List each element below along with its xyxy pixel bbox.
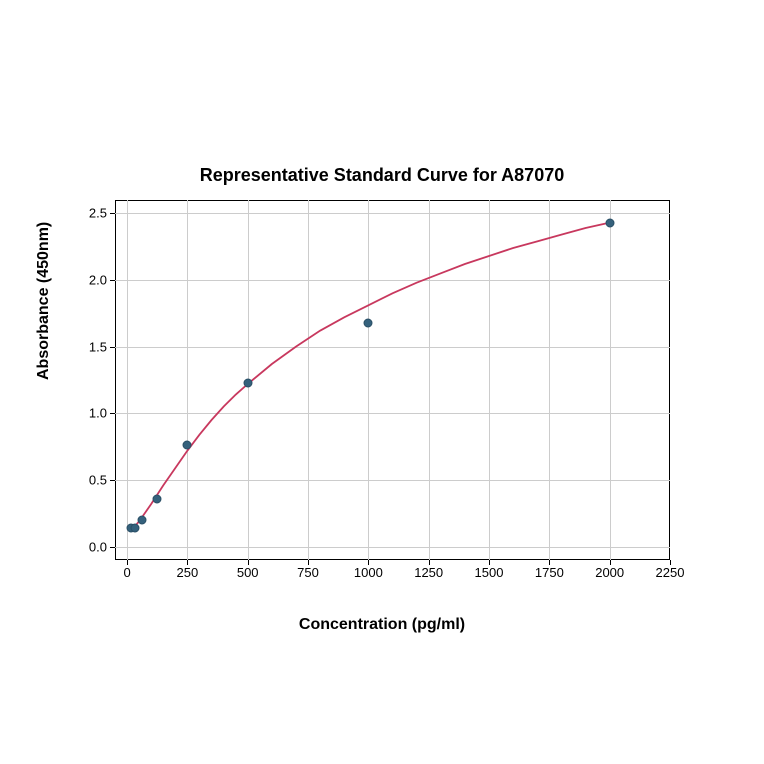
x-tick-label: 1250 — [414, 565, 443, 580]
curve-layer — [115, 200, 670, 560]
data-point — [153, 494, 162, 503]
y-tick-mark — [110, 280, 115, 281]
x-tick-label: 0 — [123, 565, 130, 580]
data-point — [183, 441, 192, 450]
standard-curve-line — [131, 223, 610, 531]
y-tick-label: 1.5 — [67, 339, 107, 354]
y-tick-mark — [110, 213, 115, 214]
data-point — [243, 378, 252, 387]
y-axis-label: Absorbance (450nm) — [35, 222, 53, 380]
y-tick-mark — [110, 547, 115, 548]
x-tick-label: 2000 — [595, 565, 624, 580]
x-tick-label: 250 — [177, 565, 199, 580]
y-tick-mark — [110, 413, 115, 414]
x-tick-label: 1500 — [475, 565, 504, 580]
x-tick-label: 2250 — [656, 565, 685, 580]
x-tick-label: 1000 — [354, 565, 383, 580]
data-point — [138, 516, 147, 525]
x-axis-label: Concentration (pg/ml) — [0, 616, 764, 634]
y-tick-label: 0.0 — [67, 539, 107, 554]
y-tick-label: 1.0 — [67, 406, 107, 421]
data-point — [130, 524, 139, 533]
y-tick-mark — [110, 480, 115, 481]
x-tick-label: 500 — [237, 565, 259, 580]
chart-title: Representative Standard Curve for A87070 — [0, 165, 764, 186]
y-tick-mark — [110, 347, 115, 348]
x-tick-label: 1750 — [535, 565, 564, 580]
plot-area — [115, 200, 670, 560]
x-tick-label: 750 — [297, 565, 319, 580]
data-point — [364, 318, 373, 327]
data-point — [605, 218, 614, 227]
y-tick-label: 2.0 — [67, 273, 107, 288]
figure-container: Representative Standard Curve for A87070… — [0, 0, 764, 764]
y-tick-label: 0.5 — [67, 473, 107, 488]
y-tick-label: 2.5 — [67, 206, 107, 221]
